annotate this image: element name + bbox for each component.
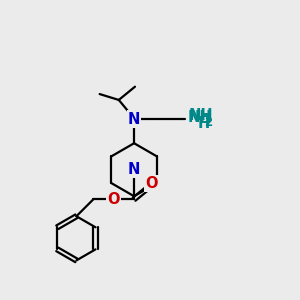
Text: N: N <box>128 162 140 177</box>
Text: NH: NH <box>188 110 212 125</box>
Text: NH: NH <box>188 108 213 123</box>
Text: N: N <box>128 112 140 127</box>
Text: H: H <box>198 116 210 131</box>
Text: O: O <box>146 176 158 191</box>
Text: 2: 2 <box>204 116 212 128</box>
Text: O: O <box>107 192 120 207</box>
